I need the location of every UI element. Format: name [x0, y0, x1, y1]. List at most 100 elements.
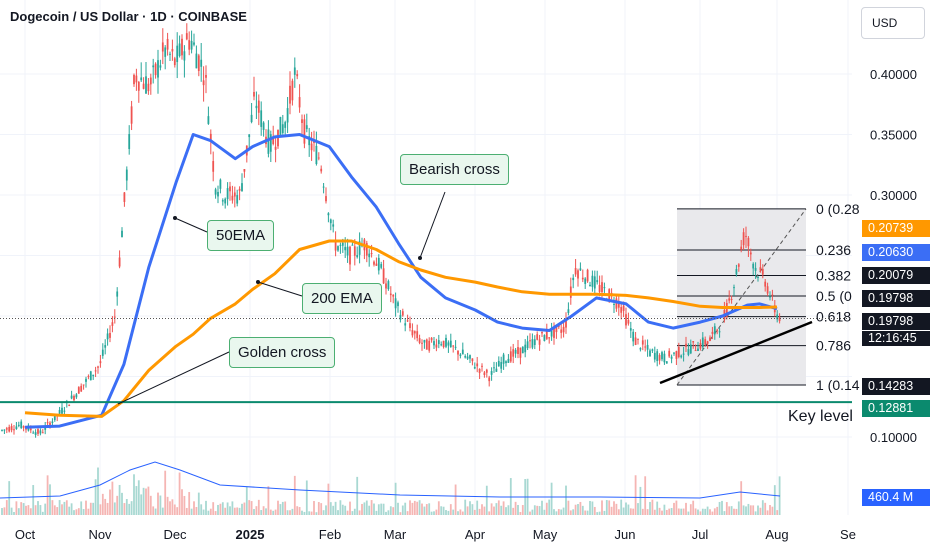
candle-body — [493, 367, 495, 369]
volume-bar — [255, 506, 258, 515]
candle-body — [279, 117, 282, 136]
volume-bar — [661, 510, 663, 515]
volume-bar — [704, 508, 707, 515]
candle-body — [529, 340, 531, 342]
volume-bar — [718, 501, 721, 515]
volume-bar — [296, 506, 299, 515]
volume-bar — [665, 509, 668, 515]
candle-body — [421, 342, 423, 344]
x-tick-label: Nov — [88, 527, 112, 542]
volume-bar — [735, 508, 738, 515]
candle-body — [106, 333, 109, 340]
candle-body — [567, 309, 570, 313]
candle-body — [584, 278, 587, 284]
volume-bar — [269, 509, 272, 515]
volume-bar — [380, 503, 383, 515]
volume-bar — [425, 504, 428, 515]
golden-cross-label: Golden cross — [229, 337, 336, 368]
candle-body — [46, 422, 49, 424]
candle-body — [49, 422, 51, 427]
candle-body — [214, 189, 217, 195]
candle-body — [17, 424, 20, 426]
candle-body — [154, 63, 157, 76]
candle-body — [687, 349, 690, 355]
fibonacci-retracement: 0 (0.28 0.236 0.382 0.5 (0 0.618 0.786 1 (0.14 — [676, 201, 860, 393]
volume-bar — [673, 502, 675, 515]
x-tick-label: 2025 — [236, 527, 265, 542]
candle-body — [241, 183, 243, 192]
candle-body — [373, 261, 375, 265]
candle-body — [389, 293, 392, 296]
candle-body — [670, 356, 673, 359]
volume-bar — [617, 509, 620, 515]
volume-bar — [565, 485, 567, 515]
volume-bar — [644, 476, 647, 515]
candle-body — [157, 60, 159, 78]
volume-bar — [531, 509, 534, 515]
volume-bar — [541, 500, 543, 515]
candle-body — [329, 219, 332, 224]
bearish-cross-connector — [419, 191, 446, 259]
volume-bar — [51, 500, 54, 515]
volume-bar — [461, 511, 464, 515]
candle-body — [449, 340, 452, 348]
volume-bar — [339, 500, 342, 515]
volume-bar — [205, 500, 207, 515]
candle-body — [253, 91, 255, 97]
volume-bar — [521, 505, 524, 515]
volume-bar — [569, 510, 572, 515]
candle-body — [63, 410, 66, 412]
volume-bar — [63, 501, 66, 515]
volume-bar — [478, 508, 481, 515]
volume-bar — [404, 502, 407, 515]
volume-bar — [399, 512, 402, 515]
volume-bar — [149, 495, 152, 515]
candle-body — [219, 179, 222, 189]
key-level-price-badge: 0.12881 — [862, 400, 930, 417]
candle-body — [188, 40, 191, 50]
volume-bar — [555, 511, 558, 515]
candle-body — [627, 320, 630, 324]
volume-bar — [677, 508, 680, 515]
candle-body — [368, 253, 371, 258]
volume-bar — [536, 505, 539, 515]
volume-bar — [507, 505, 510, 515]
fib-1-price-badge: 0.14283 — [862, 378, 930, 395]
volume-bar — [123, 503, 126, 515]
candle-body — [512, 349, 515, 357]
candle-body — [308, 136, 311, 146]
volume-bar — [766, 510, 769, 515]
volume-bar — [545, 502, 548, 515]
candle-body — [452, 345, 455, 347]
volume-bar — [10, 507, 13, 515]
volume-bar — [298, 507, 301, 515]
volume-bar — [639, 486, 642, 515]
currency-button[interactable]: USD — [861, 7, 925, 39]
candle-body — [759, 267, 762, 271]
volume-bar — [327, 483, 330, 515]
volume-ma-line — [0, 461, 781, 499]
volume-bar — [538, 506, 541, 515]
candle-body — [385, 283, 387, 289]
volume-bar — [471, 504, 474, 515]
volume-bar — [248, 500, 251, 515]
candle-body — [337, 246, 339, 251]
volume-bar — [740, 481, 743, 515]
candle-body — [281, 124, 284, 134]
candle-body — [85, 378, 87, 382]
candle-body — [209, 133, 212, 141]
candle-body — [255, 105, 258, 109]
candle-body — [637, 338, 639, 340]
volume-bar — [315, 512, 318, 515]
fib-level-label: 0.618 — [816, 309, 851, 325]
ema200-label: 200 EMA — [302, 283, 382, 314]
volume-bar — [608, 500, 611, 515]
candle-body — [505, 361, 507, 364]
candle-body — [123, 192, 126, 202]
volume-bar — [370, 500, 373, 515]
candle-body — [58, 409, 61, 414]
volume-bar — [495, 503, 498, 515]
volume-bar — [104, 498, 107, 515]
candle-body — [142, 83, 145, 89]
